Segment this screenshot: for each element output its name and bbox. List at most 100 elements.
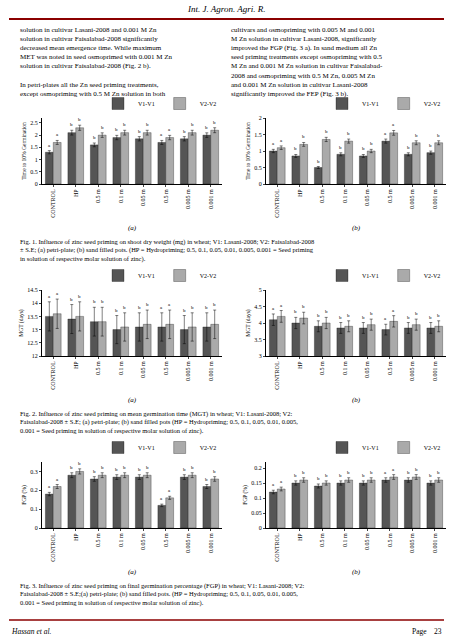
svg-text:0: 0 <box>35 181 38 187</box>
svg-text:(b): (b) <box>352 568 361 576</box>
svg-text:Fig. 2. Influence of zinc seed: Fig. 2. Influence of zinc seed priming o… <box>20 410 298 435</box>
svg-text:14.5: 14.5 <box>27 287 38 293</box>
svg-text:13.5: 13.5 <box>27 314 38 320</box>
svg-text:a: a <box>384 131 387 136</box>
svg-text:2: 2 <box>35 132 38 138</box>
svg-text:0.5 m: 0.5 m <box>387 533 393 547</box>
svg-text:CONTROL: CONTROL <box>274 361 280 390</box>
svg-text:b: b <box>115 467 118 472</box>
svg-text:0.2: 0.2 <box>30 487 38 493</box>
svg-text:HP: HP <box>297 189 303 197</box>
svg-text:a: a <box>48 143 51 148</box>
svg-text:V2-V2: V2-V2 <box>424 445 441 451</box>
svg-text:b: b <box>294 473 297 478</box>
svg-text:HP: HP <box>73 189 79 197</box>
svg-text:b: b <box>115 308 118 313</box>
svg-text:0.001 m: 0.001 m <box>208 533 214 553</box>
svg-text:a: a <box>160 305 163 310</box>
svg-text:(a): (a) <box>128 568 137 576</box>
svg-text:2: 2 <box>259 115 262 121</box>
svg-text:a: a <box>392 122 395 127</box>
svg-text:0.05 m: 0.05 m <box>140 189 146 206</box>
svg-text:0.5 m: 0.5 m <box>319 361 325 375</box>
svg-text:0.1: 0.1 <box>254 495 262 501</box>
svg-text:0.3: 0.3 <box>30 469 38 475</box>
svg-text:CONTROL: CONTROL <box>50 361 56 390</box>
svg-text:0.5 m: 0.5 m <box>319 189 325 203</box>
svg-text:1.5: 1.5 <box>30 144 38 150</box>
svg-text:b: b <box>213 469 216 474</box>
svg-text:0.5 m: 0.5 m <box>163 361 169 375</box>
svg-text:b: b <box>347 470 350 475</box>
svg-text:a: a <box>272 482 275 487</box>
svg-text:0.5: 0.5 <box>254 165 262 171</box>
svg-text:0.1 m: 0.1 m <box>342 189 348 203</box>
svg-text:b: b <box>370 470 373 475</box>
svg-text:b: b <box>317 476 320 481</box>
svg-text:5: 5 <box>259 287 262 293</box>
svg-text:b: b <box>347 131 350 136</box>
svg-text:0.005 m: 0.005 m <box>409 189 415 209</box>
svg-text:b: b <box>362 473 365 478</box>
svg-text:V1-V1: V1-V1 <box>362 273 379 279</box>
svg-text:b: b <box>339 315 342 320</box>
svg-text:1: 1 <box>259 148 262 154</box>
svg-text:b: b <box>317 313 320 318</box>
svg-text:b: b <box>205 305 208 310</box>
svg-text:4.5: 4.5 <box>254 304 262 310</box>
svg-text:b: b <box>347 313 350 318</box>
svg-text:0.5 m: 0.5 m <box>387 189 393 203</box>
svg-text:V1-V1: V1-V1 <box>362 445 379 451</box>
svg-text:0.001 m: 0.001 m <box>208 189 214 209</box>
svg-text:b: b <box>115 127 118 132</box>
svg-text:solution in cultivar Lasani-20: solution in cultivar Lasani-2008 and 0.0… <box>20 26 172 98</box>
svg-text:0.05 m: 0.05 m <box>364 533 370 550</box>
svg-text:b: b <box>183 129 186 134</box>
svg-text:0.05 m: 0.05 m <box>140 533 146 550</box>
svg-text:a: a <box>160 496 163 501</box>
svg-text:0.1 m: 0.1 m <box>118 189 124 203</box>
svg-text:0.05 m: 0.05 m <box>140 361 146 378</box>
svg-text:a: a <box>168 302 171 307</box>
svg-text:b: b <box>146 122 149 127</box>
svg-text:b: b <box>302 134 305 139</box>
svg-text:b: b <box>213 302 216 307</box>
svg-text:Fig. 1. Influence of zinc seed: Fig. 1. Influence of zinc seed priming o… <box>20 238 314 263</box>
svg-text:a: a <box>56 132 59 137</box>
svg-text:FGP (%): FGP (%) <box>21 485 28 505</box>
svg-text:1.5: 1.5 <box>254 132 262 138</box>
svg-text:0: 0 <box>35 525 38 531</box>
svg-text:V2-V2: V2-V2 <box>200 273 217 279</box>
svg-text:0: 0 <box>259 181 262 187</box>
svg-text:CONTROL: CONTROL <box>274 533 280 562</box>
svg-text:b: b <box>70 122 73 127</box>
svg-text:a: a <box>280 479 283 484</box>
svg-text:MGT (days): MGT (days) <box>18 309 25 336</box>
svg-text:a: a <box>56 291 59 296</box>
svg-text:14: 14 <box>32 300 38 306</box>
svg-text:a: a <box>272 306 275 311</box>
svg-text:0.2: 0.2 <box>254 465 262 471</box>
svg-text:b: b <box>213 120 216 125</box>
svg-text:HP: HP <box>297 533 303 541</box>
svg-text:0.1 m: 0.1 m <box>118 361 124 375</box>
svg-text:V1-V1: V1-V1 <box>138 101 155 107</box>
svg-text:0.5 m: 0.5 m <box>95 189 101 203</box>
svg-text:0.05 m: 0.05 m <box>364 189 370 206</box>
svg-text:V1-V1: V1-V1 <box>138 273 155 279</box>
svg-text:b: b <box>123 122 126 127</box>
svg-text:0.005 m: 0.005 m <box>185 189 191 209</box>
svg-text:b: b <box>317 159 320 164</box>
svg-text:a: a <box>48 294 51 299</box>
svg-text:0.1 m: 0.1 m <box>118 533 124 547</box>
svg-text:b: b <box>191 305 194 310</box>
svg-text:MGT (days): MGT (days) <box>245 309 252 336</box>
svg-text:V2-V2: V2-V2 <box>200 445 217 451</box>
svg-text:3.5: 3.5 <box>254 337 262 343</box>
svg-text:1: 1 <box>35 157 38 163</box>
svg-text:b: b <box>302 470 305 475</box>
svg-text:0.001 m: 0.001 m <box>432 533 438 553</box>
svg-text:a: a <box>168 127 171 132</box>
svg-text:b: b <box>191 122 194 127</box>
svg-text:b: b <box>429 315 432 320</box>
